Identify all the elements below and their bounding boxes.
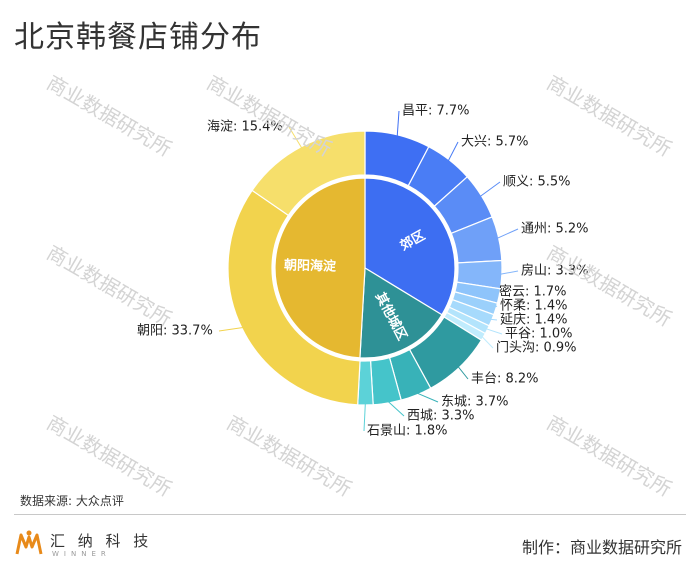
data-label-昌平: 昌平: 7.7% — [402, 104, 470, 119]
data-label-密云: 密云: 1.7% — [499, 284, 567, 300]
leader-line-石景山 — [363, 401, 366, 432]
brand-logo: 汇 纳 科 技 WINNER — [14, 528, 214, 564]
data-label-通州: 通州: 5.2% — [521, 222, 589, 237]
leader-line-怀柔 — [492, 305, 498, 309]
data-source: 数据来源: 大众点评 — [20, 494, 124, 508]
logo-icon — [15, 530, 43, 555]
leader-line-朝阳 — [218, 326, 245, 332]
chart-title: 北京韩餐店铺分布 — [14, 20, 262, 55]
data-label-平谷: 平谷: 1.0% — [505, 327, 573, 342]
group-label-朝阳海淀: 朝阳海淀 — [284, 257, 337, 274]
leader-line-通州 — [495, 228, 519, 240]
leader-line-东城 — [415, 391, 439, 403]
data-label-海淀: 海淀: 15.4% — [207, 120, 283, 135]
data-label-房山: 房山: 3.3% — [521, 263, 589, 279]
leader-line-延庆 — [488, 318, 498, 321]
leader-line-西城 — [386, 399, 405, 417]
data-label-大兴: 大兴: 5.7% — [461, 135, 529, 150]
logo-subtitle: WINNER — [52, 550, 111, 558]
data-label-延庆: 延庆: 1.4% — [500, 313, 568, 328]
leader-line-门头沟 — [480, 335, 494, 349]
data-label-朝阳: 朝阳: 33.7% — [137, 324, 213, 339]
leader-line-房山 — [498, 270, 519, 275]
leader-line-平谷 — [484, 327, 503, 335]
data-label-门头沟: 门头沟: 0.9% — [496, 341, 577, 356]
group-slice-郊区 — [364, 177, 456, 316]
data-label-石景山: 石景山: 1.8% — [367, 424, 448, 439]
logo-name: 汇 纳 科 技 — [50, 532, 153, 550]
group-slice-朝阳海淀 — [274, 177, 366, 359]
data-label-顺义: 顺义: 5.5% — [503, 175, 571, 190]
leader-line-海淀 — [288, 126, 304, 150]
leader-line-丰台 — [456, 364, 469, 380]
leader-line-顺义 — [478, 181, 501, 198]
leader-line-大兴 — [447, 141, 459, 163]
leader-line-昌平 — [396, 110, 400, 138]
footer-divider — [14, 514, 686, 515]
data-label-丰台: 丰台: 8.2% — [471, 372, 539, 387]
data-label-西城: 西城: 3.3% — [407, 409, 475, 424]
data-label-怀柔: 怀柔: 1.4% — [500, 299, 568, 314]
producer-credit: 制作：商业数据研究所 — [521, 538, 682, 557]
group-slice-其他城区 — [359, 266, 443, 359]
data-label-东城: 东城: 3.7% — [441, 395, 509, 410]
